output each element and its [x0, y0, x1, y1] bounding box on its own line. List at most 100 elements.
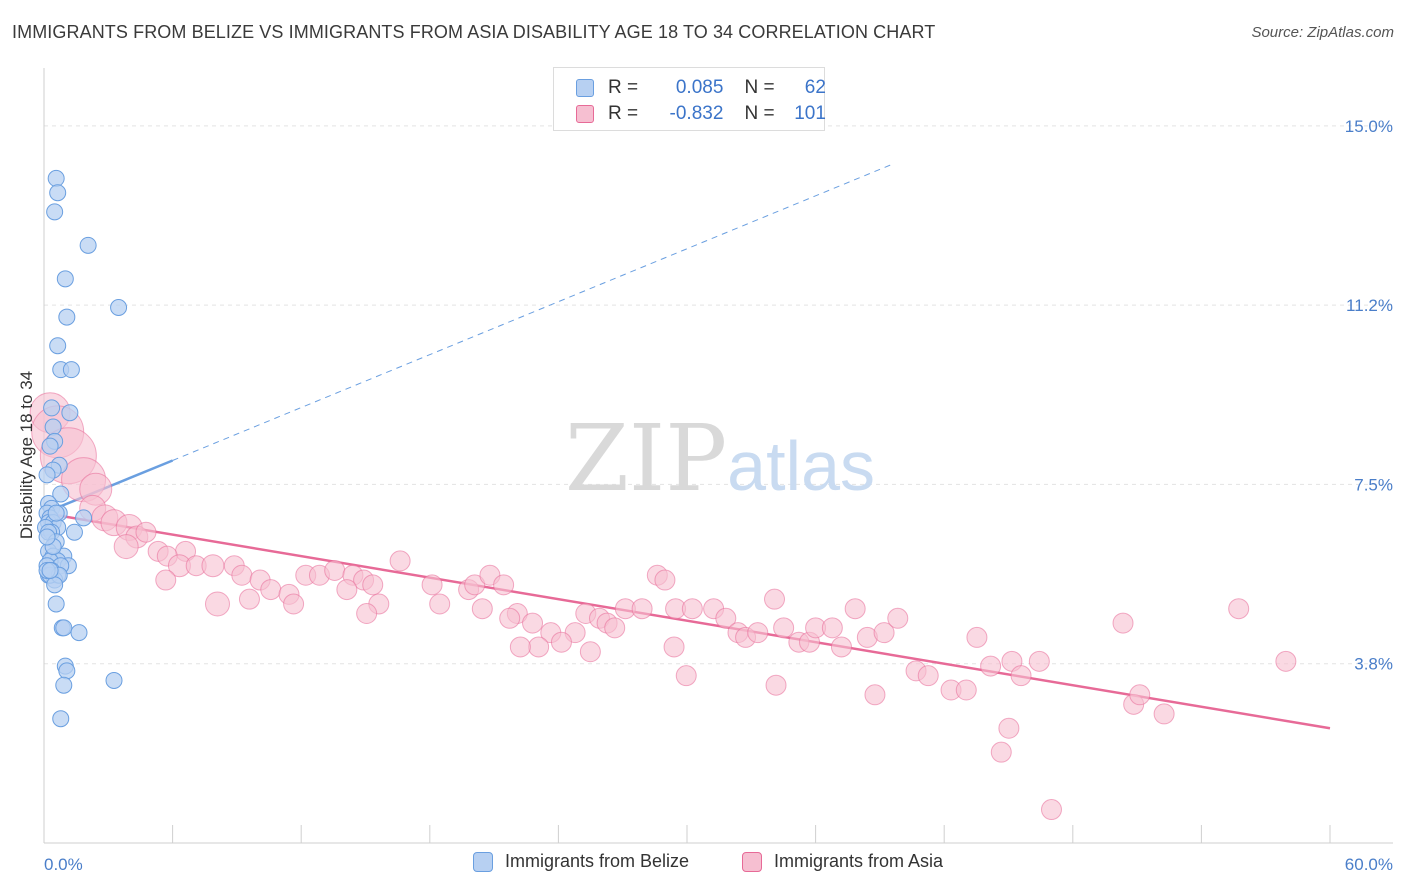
- bottom-legend-swatch-asia: [742, 851, 762, 872]
- watermark-zip: ZIP: [565, 405, 727, 512]
- chart-source: Source: ZipAtlas.com: [1251, 24, 1394, 41]
- belize-trend-extension: [172, 163, 893, 461]
- belize-point: [43, 399, 61, 417]
- belize-point: [105, 671, 123, 689]
- asia-point: [998, 717, 1020, 739]
- asia-point: [765, 674, 787, 696]
- asia-point: [471, 598, 493, 620]
- asia-point: [522, 612, 544, 634]
- asia-point: [464, 574, 486, 596]
- asia-point: [1040, 799, 1062, 821]
- asia-point: [135, 521, 157, 543]
- asia-point: [917, 665, 939, 687]
- chart-title: IMMIGRANTS FROM BELIZE VS IMMIGRANTS FRO…: [12, 22, 936, 42]
- legend-r-value: -0.832: [669, 103, 724, 124]
- asia-point: [1275, 650, 1297, 672]
- asia-point: [887, 607, 909, 629]
- asia-point: [356, 603, 378, 624]
- asia-point: [873, 622, 895, 644]
- asia-point: [764, 588, 786, 610]
- legend-row-belize: R = 0.085 N = 62: [576, 75, 826, 101]
- asia-point: [421, 574, 443, 596]
- belize-point: [44, 418, 62, 436]
- asia-point: [204, 591, 230, 617]
- belize-point: [49, 337, 67, 355]
- asia-point: [509, 636, 531, 658]
- asia-point: [1010, 665, 1032, 687]
- series-belize-points: [37, 169, 128, 728]
- belize-point: [47, 169, 65, 187]
- asia-point: [324, 559, 346, 581]
- belize-point: [56, 270, 74, 288]
- belize-point: [55, 619, 73, 637]
- y-tick-label: 3.8%: [1354, 655, 1393, 674]
- belize-point: [55, 676, 73, 694]
- asia-point: [201, 554, 225, 578]
- asia-trend-line: [43, 511, 1331, 730]
- belize-point: [79, 236, 97, 254]
- legend-n-label: N =: [744, 77, 775, 98]
- y-axis-title: Disability Age 18 to 34: [17, 371, 36, 539]
- y-tick-labels: 15.0% 11.2% 7.5% 3.8%: [1345, 117, 1393, 674]
- legend-n-label: N =: [744, 103, 775, 124]
- asia-point: [155, 569, 177, 591]
- belize-point: [75, 509, 93, 527]
- asia-point: [1228, 598, 1250, 620]
- asia-point: [990, 741, 1012, 763]
- asia-point: [663, 636, 685, 658]
- asia-point: [631, 598, 653, 620]
- asia-point: [113, 534, 139, 560]
- asia-point: [844, 598, 866, 620]
- watermark-atlas: atlas: [727, 427, 875, 505]
- legend-r-label: R =: [608, 103, 639, 124]
- legend-n-value: 101: [794, 103, 826, 124]
- belize-point: [52, 485, 70, 503]
- y-tick-label: 15.0%: [1345, 117, 1393, 136]
- belize-point: [110, 299, 128, 316]
- legend-row-asia: R = -0.832 N = 101: [576, 101, 826, 127]
- asia-point: [1112, 612, 1134, 634]
- bottom-legend-label-asia: Immigrants from Asia: [774, 851, 944, 871]
- asia-point: [654, 569, 676, 591]
- belize-point: [46, 203, 64, 221]
- asia-point: [336, 579, 358, 601]
- belize-point: [52, 710, 70, 728]
- asia-point: [747, 622, 769, 644]
- asia-point: [821, 617, 843, 639]
- belize-point: [58, 308, 76, 326]
- bottom-legend-asia: Immigrants from Asia: [742, 851, 943, 872]
- asia-point: [681, 598, 703, 620]
- asia-point: [773, 617, 795, 639]
- asia-point: [715, 607, 737, 629]
- legend-swatch-asia: [576, 105, 594, 123]
- asia-point: [830, 636, 852, 658]
- asia-point: [389, 550, 411, 572]
- legend-r-label: R =: [608, 77, 639, 98]
- asia-point: [231, 564, 253, 586]
- belize-point: [41, 561, 59, 579]
- asia-point: [675, 665, 697, 687]
- asia-point: [1153, 703, 1175, 725]
- belize-point: [61, 404, 79, 422]
- legend-r-value: 0.085: [675, 77, 724, 98]
- asia-point: [493, 574, 515, 596]
- belize-point: [70, 624, 88, 642]
- y-tick-label: 7.5%: [1354, 475, 1393, 494]
- legend-box: R = 0.085 N = 62 R = -0.832 N = 101: [553, 67, 826, 131]
- bottom-legend-swatch-belize: [473, 851, 493, 872]
- watermark: ZIPatlas: [565, 405, 875, 512]
- belize-point: [46, 576, 64, 594]
- belize-point: [49, 184, 67, 202]
- x-tick-label-max: 60.0%: [1345, 855, 1393, 874]
- x-tick-label-min: 0.0%: [44, 855, 83, 874]
- asia-point: [550, 631, 572, 653]
- asia-point: [955, 679, 977, 701]
- belize-point: [62, 361, 80, 379]
- asia-point: [604, 617, 626, 639]
- asia-point: [429, 593, 451, 615]
- belize-point: [58, 662, 76, 680]
- asia-point: [579, 641, 601, 663]
- asia-point: [283, 593, 305, 615]
- legend-n-value: 62: [804, 77, 826, 98]
